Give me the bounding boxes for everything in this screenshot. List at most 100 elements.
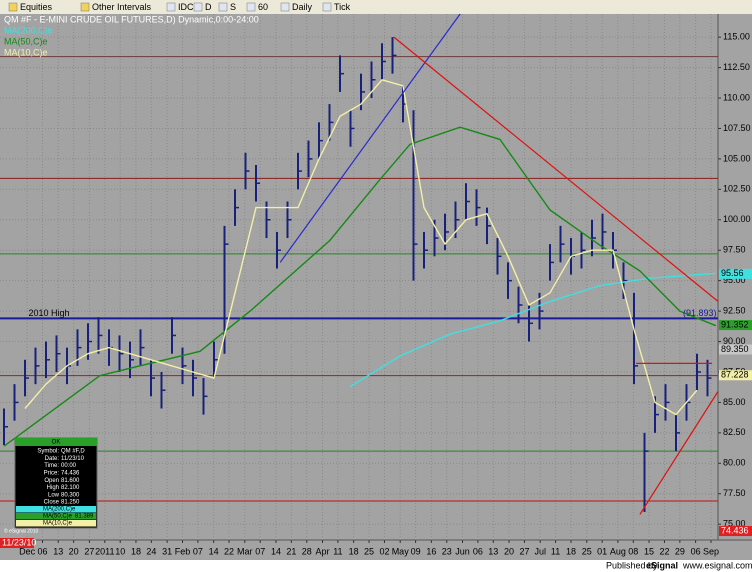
toolbar-icon (246, 2, 256, 12)
data-window-ma-key: MA(200,C)e (43, 507, 76, 513)
data-window-ma-key: MA(10,C)e (43, 521, 73, 527)
y-tick-label: 107.50 (723, 123, 751, 133)
x-tick-label: 18 (349, 546, 359, 556)
x-tick-label: Dec (19, 546, 36, 556)
data-window-ma-bar (16, 513, 96, 520)
toolbar-icon (80, 2, 90, 12)
x-tick-label: Aug (610, 546, 626, 556)
toolbar-icon (218, 2, 228, 12)
data-window-value: 11/23/10 (61, 456, 85, 462)
data-window-key: High (47, 485, 59, 491)
data-window-ma-bar (16, 520, 96, 527)
status-url: www.esignal.com (682, 560, 752, 570)
x-tick-label: 27 (84, 546, 94, 556)
x-tick-label: 13 (53, 546, 63, 556)
price-tag-label: 74.436 (721, 525, 749, 535)
data-window-key: Open (44, 478, 59, 484)
toolbar-item[interactable]: Equities (20, 2, 53, 12)
trend-line (639, 391, 719, 515)
y-tick-label: 95.00 (723, 275, 746, 285)
x-tick-label: 14 (209, 546, 219, 556)
toolbar-item[interactable]: Other Intervals (92, 2, 152, 12)
x-tick-label: 20 (504, 546, 514, 556)
price-tag-label: 91.352 (721, 319, 749, 329)
x-tick-label: Jul (534, 546, 546, 556)
toolbar-item[interactable]: IDC (178, 2, 194, 12)
price-tag-label: 95.56 (721, 268, 744, 278)
toolbar-item[interactable]: Daily (292, 2, 313, 12)
y-tick-label: 82.50 (723, 427, 746, 437)
x-tick-label: May (392, 546, 410, 556)
x-tick-label: Jun (455, 546, 470, 556)
x-tick-label: 20 (69, 546, 79, 556)
data-window-ma-value: 81.389 (75, 514, 94, 520)
x-tick-label: 14 (271, 546, 281, 556)
x-tick-label: 28 (302, 546, 312, 556)
data-window-value: QM #F,D (61, 449, 85, 455)
data-window-value: 74.436 (61, 470, 80, 476)
price-tag (719, 344, 752, 355)
legend-entry: MA(50,C)e (4, 36, 48, 46)
toolbar-item[interactable]: S (230, 2, 236, 12)
legend-entry: MA(200,C)e (4, 25, 53, 35)
trend-line (279, 13, 461, 263)
x-tick-label: 25 (582, 546, 592, 556)
price-tag-label: 89.350 (721, 344, 749, 354)
x-tick-label: Mar (237, 546, 253, 556)
y-tick-label: 85.00 (723, 397, 746, 407)
x-tick-label: 10 (115, 546, 125, 556)
x-tick-label: 11 (333, 546, 342, 556)
price-tag (719, 320, 752, 331)
data-window-value: 81.250 (61, 500, 80, 506)
x-tick-label: 06 (691, 546, 701, 556)
data-window-value: 00:00 (61, 463, 77, 469)
x-tick-label: 24 (146, 546, 156, 556)
x-tick-label: 21 (286, 546, 296, 556)
data-window-key: Price: (44, 470, 60, 476)
date-tag (0, 538, 34, 548)
x-tick-label: 29 (675, 546, 685, 556)
status-brand: eSignal (646, 560, 678, 570)
x-tick-label: 23 (442, 546, 452, 556)
data-window-key: Symbol: (37, 449, 59, 455)
toolbar-item[interactable]: Tick (334, 2, 351, 12)
data-window-key: Low (48, 492, 60, 498)
x-tick-label: 09 (411, 546, 421, 556)
data-window-key: Close (44, 500, 60, 506)
x-tick-label: 18 (131, 546, 141, 556)
toolbar-item[interactable]: D (205, 2, 212, 12)
x-tick-label: 18 (566, 546, 576, 556)
toolbar-item[interactable]: 60 (258, 2, 268, 12)
price-tag (719, 370, 752, 381)
toolbar-icon (166, 2, 176, 12)
x-tick-label: 22 (659, 546, 669, 556)
price-tag (719, 268, 752, 279)
grid: 75.0077.5080.0082.5085.0087.5090.0092.50… (0, 14, 751, 556)
x-tick-label: 06 (473, 546, 483, 556)
x-tick-label: 08 (628, 546, 638, 556)
annotation: 2010 High (29, 308, 70, 318)
x-tick-label: 25 (364, 546, 374, 556)
x-tick-label: 27 (519, 546, 529, 556)
x-tick-label: Feb (175, 546, 191, 556)
y-tick-label: 80.00 (723, 458, 746, 468)
toolbar-icon (193, 2, 203, 12)
price-tag (719, 526, 752, 537)
data-window-key: Date: (45, 456, 60, 462)
y-tick-label: 100.00 (723, 214, 751, 224)
x-tick-label: Sep (703, 546, 719, 556)
x-tick-label: 07 (255, 546, 265, 556)
y-tick-label: 77.50 (723, 488, 746, 498)
date-axis (0, 540, 752, 560)
ma-line (349, 272, 716, 388)
y-tick-label: 105.00 (723, 153, 751, 163)
marks (0, 13, 719, 515)
ma-line (3, 126, 717, 447)
date-tag-label: 11/23/10 (2, 537, 36, 547)
toolbar (0, 0, 752, 14)
data-window-value: 80.300 (61, 492, 80, 498)
toolbar-icon (280, 2, 290, 12)
data-window-key: Time: (44, 463, 59, 469)
